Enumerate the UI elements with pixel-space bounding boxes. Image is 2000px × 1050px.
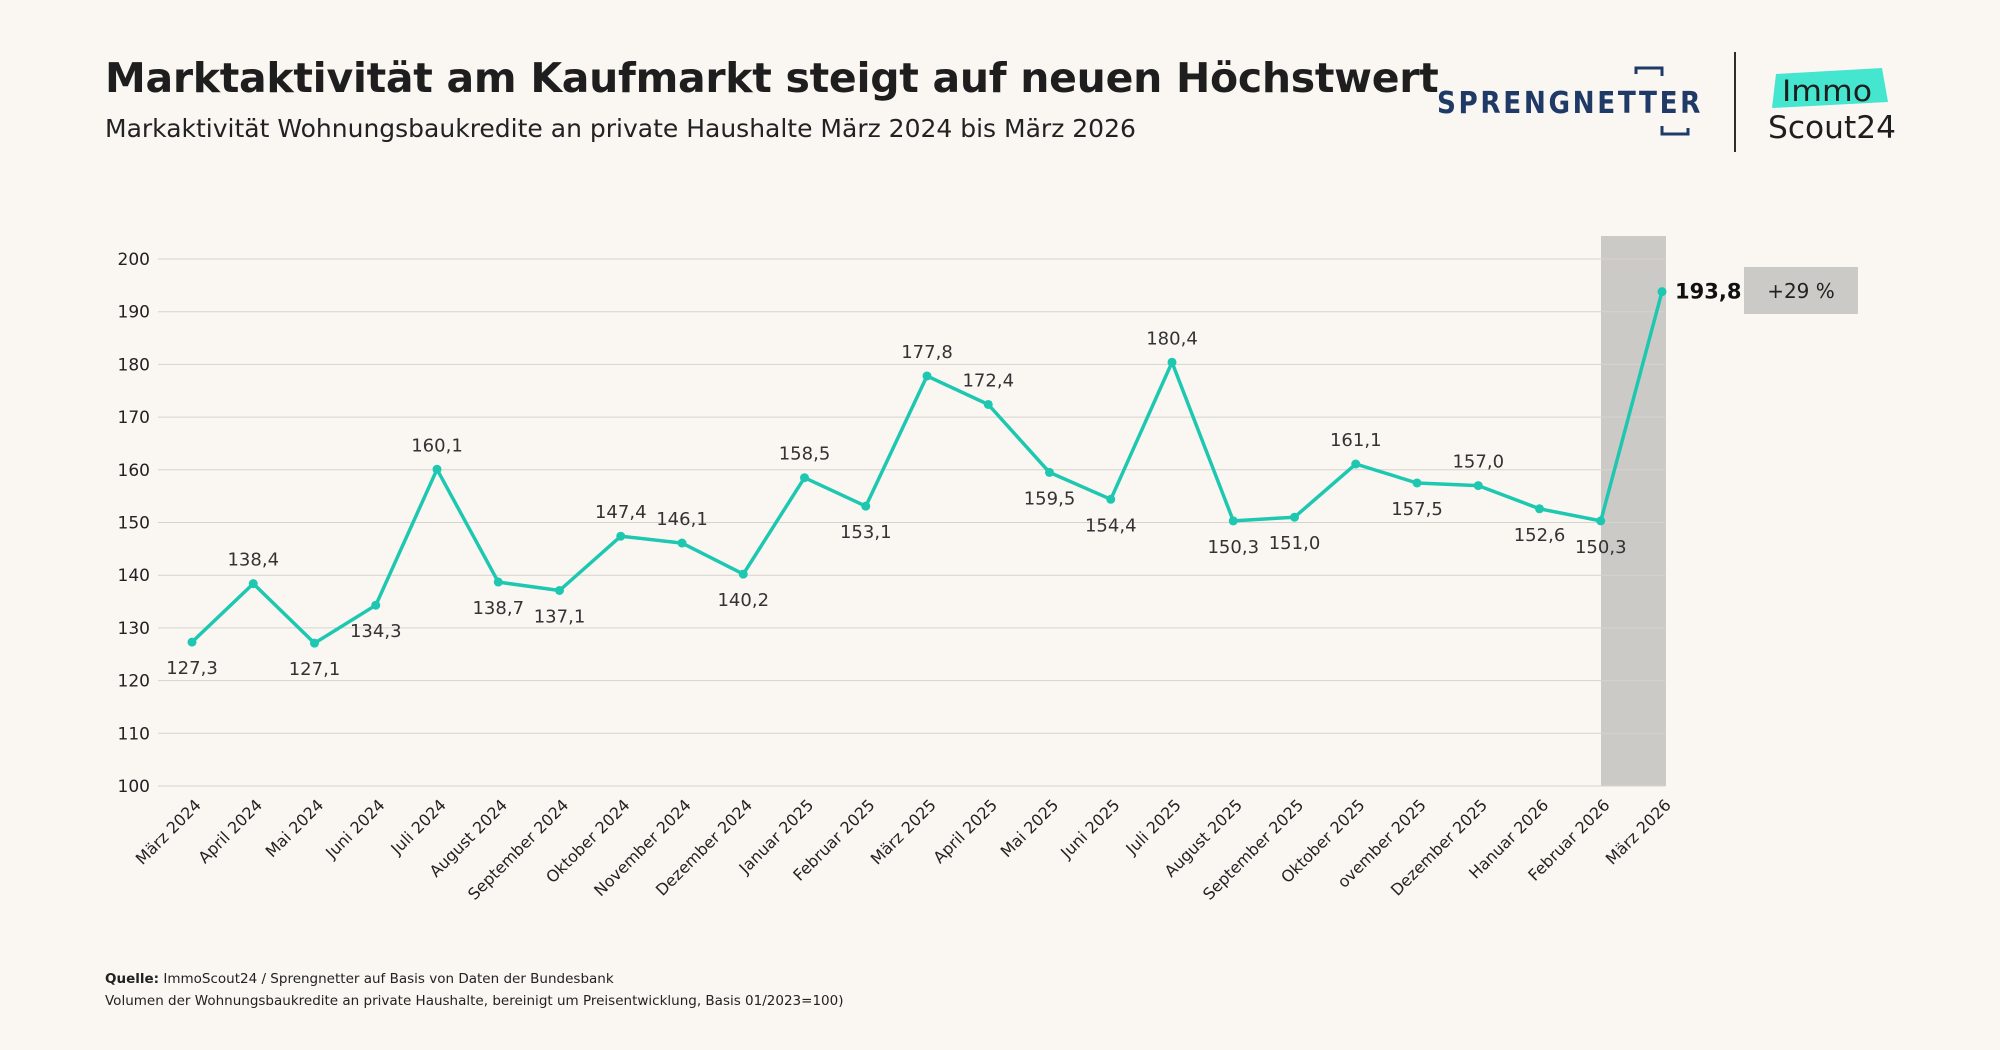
data-point (616, 531, 626, 541)
data-label: 158,5 (779, 444, 831, 465)
data-label: 147,4 (595, 502, 647, 523)
data-point (1045, 467, 1054, 477)
data-point (432, 464, 442, 474)
data-point (1412, 478, 1422, 488)
y-tick-label: 170 (118, 408, 150, 428)
y-tick-label: 100 (118, 777, 150, 797)
x-tick-label: März 2025 (867, 795, 940, 868)
source-line: Quelle: ImmoScout24 / Sprengnetter auf B… (105, 968, 844, 990)
data-point (310, 638, 319, 648)
data-label: 157,0 (1452, 452, 1504, 473)
data-point (983, 399, 993, 409)
annotation-layer: +29 % (1744, 267, 1858, 314)
data-point (1351, 459, 1361, 469)
data-label: 127,1 (289, 659, 341, 680)
data-point (493, 577, 503, 587)
x-tick-label: Juli 2025 (1121, 795, 1184, 858)
y-tick-label: 180 (118, 355, 150, 375)
chart-footer: Quelle: ImmoScout24 / Sprengnetter auf B… (105, 968, 844, 1012)
chart-title: Marktaktivität am Kaufmarkt steigt auf n… (105, 54, 1439, 102)
data-label: 161,1 (1330, 430, 1382, 451)
x-tick-label: Juli 2024 (386, 795, 449, 858)
sprengnetter-bracket-top (1634, 66, 1664, 76)
y-tick-label: 120 (118, 672, 150, 692)
data-point (861, 501, 871, 511)
y-tick-label: 110 (118, 724, 150, 744)
data-point (1106, 494, 1116, 504)
chart-subtitle: Markaktivität Wohnungsbaukredite an priv… (105, 114, 1136, 143)
data-label: 154,4 (1085, 515, 1137, 536)
data-point (371, 600, 381, 610)
y-tick-label: 160 (118, 461, 150, 481)
data-point (187, 637, 197, 647)
sprengnetter-logo: SPRENGNETTER (1437, 66, 1703, 136)
data-point (1657, 287, 1667, 297)
data-label: 134,3 (350, 621, 402, 642)
data-point (1473, 481, 1483, 491)
data-point (555, 585, 564, 595)
data-label: 157,5 (1391, 499, 1443, 520)
x-tick-label: Juni 2025 (1056, 795, 1123, 862)
data-point (1167, 357, 1177, 367)
source-label: Quelle: (105, 971, 160, 987)
x-tick-label: März 2024 (132, 795, 205, 868)
data-point (1535, 504, 1544, 514)
x-tick-label: April 2025 (929, 795, 1001, 867)
data-label: 146,1 (656, 509, 708, 530)
highlight-band (1601, 236, 1666, 786)
grid-layer (158, 236, 1666, 787)
data-point-layer (187, 287, 1667, 648)
annotation-label: +29 % (1767, 279, 1835, 303)
x-tick-label: Mai 2024 (262, 795, 328, 861)
data-point (922, 371, 932, 381)
data-label: 140,2 (717, 590, 769, 611)
data-point (738, 569, 748, 579)
x-tick-label: Mai 2025 (997, 795, 1063, 861)
scout-word: Scout24 (1768, 110, 1896, 146)
sprengnetter-wordmark: SPRENGNETTER (1437, 86, 1703, 121)
data-label: 159,5 (1024, 488, 1076, 509)
data-label: 150,3 (1575, 537, 1627, 558)
y-tick-label: 150 (118, 514, 150, 534)
annotation-box (1744, 267, 1858, 314)
x-tick-label: April 2024 (194, 795, 266, 867)
y-tick-label: 140 (118, 566, 150, 586)
y-tick-label: 130 (118, 619, 150, 639)
logo-divider (1734, 52, 1736, 152)
data-label: 193,8 (1675, 280, 1741, 304)
data-label: 152,6 (1514, 525, 1566, 546)
data-label: 177,8 (901, 342, 953, 363)
y-tick-label: 190 (118, 303, 150, 323)
data-label-layer: 127,3 138,4 127,1 134,3 160,1 138,7 137,1 147,4… (166, 280, 1741, 681)
immo-word: Immo (1782, 74, 1872, 108)
x-tick-label: März 2026 (1602, 795, 1675, 868)
data-label: 127,3 (166, 658, 218, 679)
data-point (800, 473, 809, 483)
data-label: 180,4 (1146, 328, 1198, 349)
data-point (248, 579, 258, 589)
data-label: 137,1 (534, 606, 586, 627)
data-label: 150,3 (1207, 537, 1259, 558)
data-label: 160,1 (411, 435, 463, 456)
data-point (677, 538, 687, 548)
data-label: 138,7 (472, 598, 524, 619)
data-point (1228, 516, 1238, 526)
x-tick-label: Juni 2024 (321, 795, 388, 862)
data-point (1290, 512, 1299, 522)
footnote: Volumen der Wohnungsbaukredite an privat… (105, 993, 844, 1009)
data-label: 138,4 (227, 550, 279, 571)
source-text: ImmoScout24 / Sprengnetter auf Basis von… (159, 971, 614, 987)
immoscout24-logo: Immo Scout24 (1768, 68, 1896, 146)
immo-badge (1772, 68, 1888, 108)
data-label: 153,1 (840, 522, 892, 543)
data-point (1596, 516, 1606, 526)
data-label: 151,0 (1269, 533, 1321, 554)
sprengnetter-bracket-bottom (1660, 126, 1690, 136)
y-tick-label: 200 (118, 250, 150, 270)
y-axis-ticks: 100 110 120 130 140 150 160 170 180 190 200 (118, 250, 150, 797)
data-label: 172,4 (962, 370, 1014, 391)
